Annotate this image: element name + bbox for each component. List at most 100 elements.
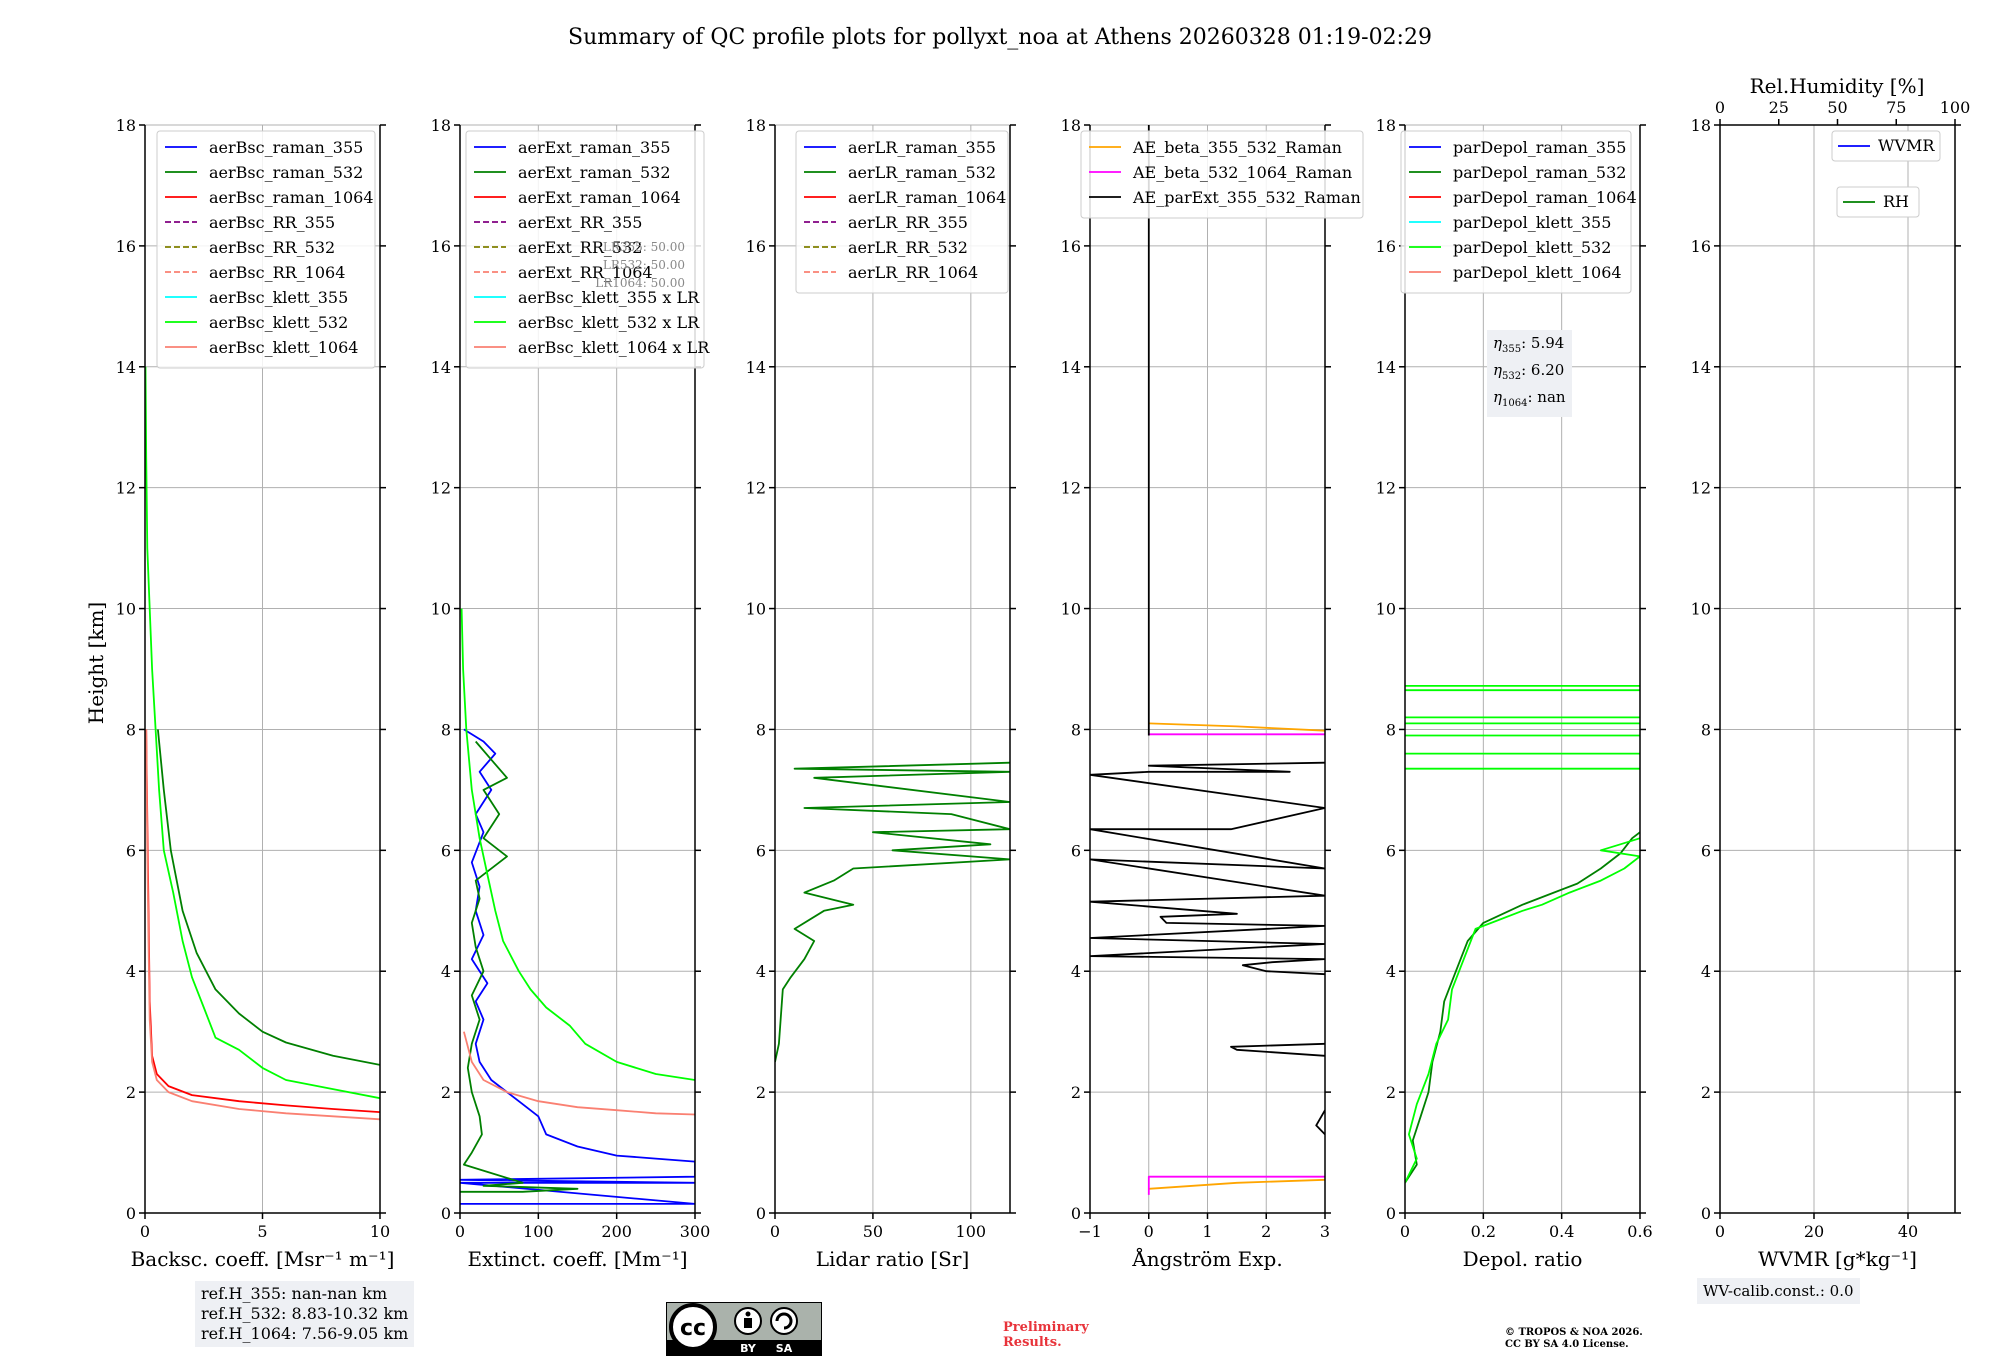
- series-line-aerBsc_klett_532: [145, 366, 380, 1100]
- legend-item-label: aerLR_RR_355: [848, 213, 968, 232]
- x-tick-label: 0.4: [1549, 1222, 1574, 1241]
- series-line-aerExt_raman_355: [460, 728, 695, 1205]
- series-line-parDepol_raman_532: [1405, 831, 1640, 1184]
- y-tick-label: 14: [1691, 358, 1711, 377]
- panel-extinction: 0 2 4 6 8 10 12 14 16 18 0 100 200 300 Extinct. coeff.…: [431, 116, 711, 1271]
- series-line-AE_beta_532_1064_Raman: [1147, 1175, 1325, 1195]
- x-axis-label: Depol. ratio: [1463, 1247, 1583, 1271]
- x-axis-label: Lidar ratio [Sr]: [816, 1247, 970, 1271]
- x-tick-label: 300: [680, 1222, 711, 1241]
- y-tick-label: 10: [1376, 600, 1396, 619]
- eta-box: η355: 5.94 η532: 6.20 η1064: nan: [1487, 330, 1572, 417]
- x-tick-label: 3: [1320, 1222, 1330, 1241]
- series-line-aerBsc_klett_1064: [145, 729, 380, 1121]
- grid: [1089, 124, 1326, 1214]
- legend-box: [795, 130, 1009, 294]
- x-tick-label: 5: [257, 1222, 267, 1241]
- legend: aerLR_raman_355 aerLR_raman_532 aerLR_rama…: [795, 130, 1009, 294]
- legend-item-label: aerBsc_raman_355: [209, 138, 363, 157]
- legend-box: [465, 130, 705, 369]
- legend-label: WVMR: [1878, 136, 1935, 155]
- y-tick-label: 12: [116, 479, 136, 498]
- y-tick-label: 14: [1061, 358, 1081, 377]
- x-tick-label: 2: [1261, 1222, 1271, 1241]
- y-tick-label: 18: [431, 116, 451, 135]
- panel-depolarization: 0 2 4 6 8 10 12 14 16 18 0 0.2 0.4 0.6 Depol. ratio par…: [1376, 116, 1653, 1271]
- wv-calibration-box: WV-calib.const.: 0.0: [1697, 1278, 1860, 1304]
- cc-license-badge[interactable]: cc BY SA: [666, 1302, 822, 1356]
- legend-item-label: AE_parExt_355_532_Raman: [1132, 188, 1361, 207]
- legend-item-label: aerExt_RR_1064: [518, 263, 653, 282]
- y-tick-label: 8: [1701, 720, 1711, 739]
- x-tick-label: 0: [455, 1222, 465, 1241]
- series-line-parDepol_klett_532: [1405, 837, 1640, 1184]
- legend-box: [156, 130, 376, 369]
- cc-sa-label: SA: [776, 1342, 793, 1355]
- x-tick-label: 0: [1400, 1222, 1410, 1241]
- top-x-tick-label: 25: [1769, 98, 1789, 117]
- y-tick-label: 4: [441, 962, 451, 981]
- x-tick-label: 1: [1202, 1222, 1212, 1241]
- y-tick-label: 18: [116, 116, 136, 135]
- y-tick-label: 6: [1386, 841, 1396, 860]
- cc-sa-icon: [770, 1307, 798, 1335]
- wv-calibration-constant: WV-calib.const.: 0.0: [1703, 1282, 1854, 1300]
- series-line-aerBsc_raman_532: [157, 729, 380, 1066]
- y-tick-label: 14: [746, 358, 766, 377]
- y-tick-label: 18: [1376, 116, 1396, 135]
- cc-by-label: BY: [740, 1342, 757, 1355]
- series-line-aerBsc_klett_532-x-LR: [460, 608, 695, 1081]
- ref-height-532: ref.H_532: 8.83-10.32 km: [201, 1304, 409, 1323]
- top-x-tick-label: 50: [1827, 98, 1847, 117]
- series-line-AE_parExt_355_532_Raman: [1315, 1109, 1325, 1136]
- y-tick-label: 8: [1071, 720, 1081, 739]
- lidar-ratio-annotation: LR355: 50.00: [603, 240, 685, 254]
- y-tick-label: 18: [1061, 116, 1081, 135]
- y-tick-label: 4: [1071, 962, 1081, 981]
- legend-item-label: aerBsc_RR_1064: [209, 263, 345, 282]
- y-tick-label: 0: [1386, 1204, 1396, 1223]
- y-tick-label: 4: [126, 962, 136, 981]
- preliminary-line-1: Preliminary: [1003, 1320, 1089, 1335]
- lidar-ratio-annotation: LR532: 50.00: [603, 258, 685, 272]
- y-tick-label: 16: [116, 237, 136, 256]
- legend-box: [1400, 130, 1632, 294]
- legend-item-label: aerLR_raman_355: [848, 138, 996, 157]
- y-tick-label: 12: [1376, 479, 1396, 498]
- series-group: [1090, 125, 1325, 1195]
- y-tick-label: 4: [756, 962, 766, 981]
- y-tick-label: 14: [1376, 358, 1396, 377]
- legend-item-label: parDepol_raman_532: [1453, 163, 1626, 182]
- y-tick-label: 4: [1701, 962, 1711, 981]
- series-line-aerBsc_raman_1064: [145, 729, 380, 1113]
- y-tick-label: 0: [1701, 1204, 1711, 1223]
- y-tick-label: 16: [1061, 237, 1081, 256]
- series-group: [1405, 685, 1640, 1184]
- figure-title: Summary of QC profile plots for pollyxt_…: [568, 25, 1432, 50]
- top-x-tick-label: 100: [1940, 98, 1971, 117]
- cc-mark: cc: [680, 1316, 706, 1341]
- legend-item-label: aerLR_raman_1064: [848, 188, 1006, 207]
- legend-item-label: aerLR_raman_532: [848, 163, 996, 182]
- y-tick-label: 2: [441, 1083, 451, 1102]
- y-tick-label: 18: [1691, 116, 1711, 135]
- y-tick-label: 10: [1691, 600, 1711, 619]
- x-tick-label: 200: [601, 1222, 632, 1241]
- legend-item-label: aerBsc_RR_532: [209, 238, 335, 257]
- y-tick-label: 16: [746, 237, 766, 256]
- legend-item-label: parDepol_klett_532: [1453, 238, 1611, 257]
- x-tick-label: 0: [1715, 1222, 1725, 1241]
- x-axis-label: Extinct. coeff. [Mm⁻¹]: [467, 1247, 687, 1271]
- lidar-ratio-annotation: LR1064: 50.00: [595, 276, 685, 290]
- x-tick-label: 20: [1804, 1222, 1824, 1241]
- y-tick-label: 10: [116, 600, 136, 619]
- x-tick-label: −1: [1078, 1222, 1102, 1241]
- legend-item-label: parDepol_raman_1064: [1453, 188, 1637, 207]
- legend-item-label: aerExt_raman_532: [518, 163, 671, 182]
- legend-item-label: aerBsc_RR_355: [209, 213, 335, 232]
- series-group: [145, 366, 380, 1121]
- x-tick-label: 10: [370, 1222, 390, 1241]
